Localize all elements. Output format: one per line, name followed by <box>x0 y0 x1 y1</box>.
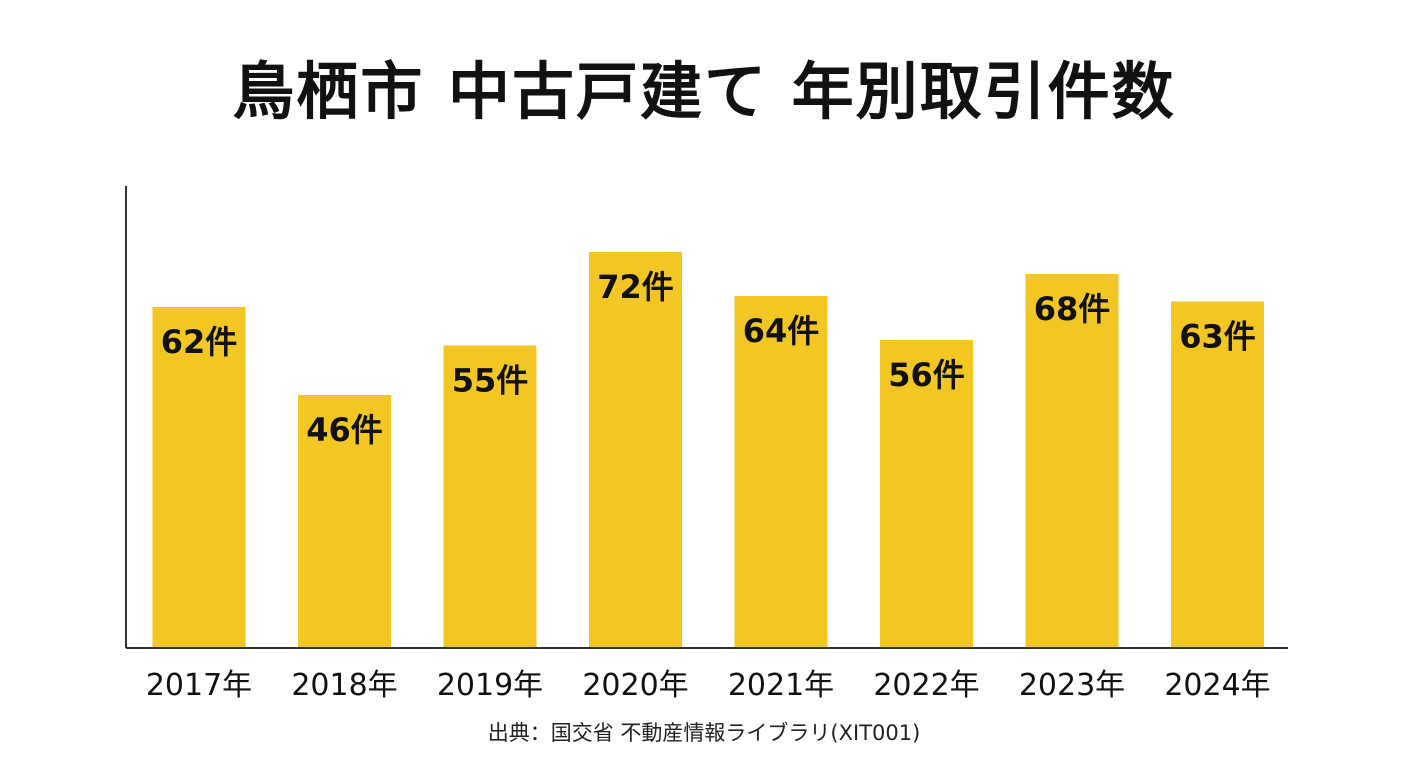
x-tick-label-2021年: 2021年 <box>728 668 834 703</box>
source-note: 出典：国交省 不動産情報ライブラリ(XIT001) <box>487 721 921 745</box>
data-label-2018年: 46件 <box>306 411 383 449</box>
data-label-2022年: 56件 <box>888 356 965 394</box>
x-tick-label-2020年: 2020年 <box>582 668 688 703</box>
data-label-2023年: 68件 <box>1034 290 1111 328</box>
x-tick-label-2017年: 2017年 <box>146 668 252 703</box>
bar-2018年 <box>298 395 391 648</box>
bar-2022年 <box>880 340 973 648</box>
x-tick-label-2022年: 2022年 <box>873 668 979 703</box>
data-label-2019年: 55件 <box>452 362 529 400</box>
bar-2020年 <box>589 252 682 648</box>
bars-layer <box>152 252 1264 648</box>
data-label-2020年: 72件 <box>597 268 674 306</box>
data-labels-layer: 62件 46件 55件 72件 64件 56件 68件 63件 <box>161 268 1256 449</box>
data-label-2021年: 64件 <box>743 312 820 350</box>
x-tick-label-2019年: 2019年 <box>437 668 543 703</box>
x-tick-label-2018年: 2018年 <box>291 668 397 703</box>
bar-2017年 <box>152 307 246 648</box>
bar-2019年 <box>443 345 537 648</box>
x-tick-labels-layer: 2017年 2018年 2019年 2020年 2021年 2022年 2023年 2024年 <box>146 668 1271 703</box>
bar-2021年 <box>734 296 828 648</box>
data-label-2017年: 62件 <box>161 323 238 361</box>
data-label-2024年: 63件 <box>1179 318 1256 356</box>
x-tick-label-2023年: 2023年 <box>1019 668 1125 703</box>
bar-2023年 <box>1025 274 1119 648</box>
x-tick-label-2024年: 2024年 <box>1164 668 1270 703</box>
chart-title: 鳥栖市 中古戸建て 年別取引件数 <box>232 55 1176 128</box>
bar-2024年 <box>1171 301 1264 648</box>
